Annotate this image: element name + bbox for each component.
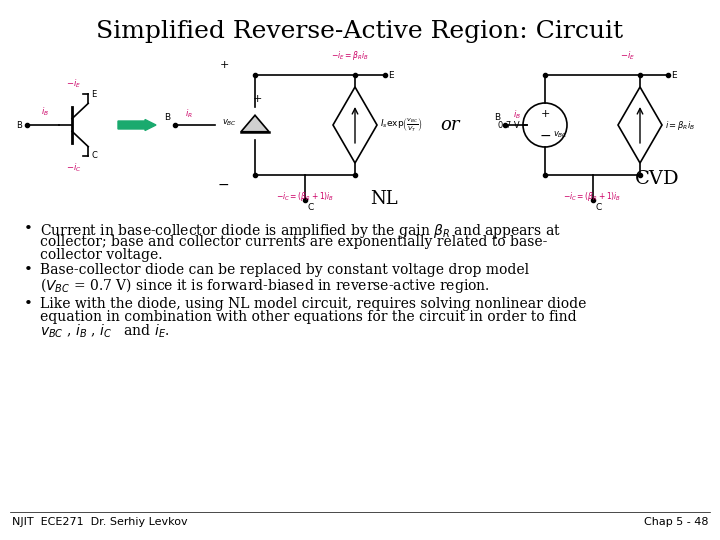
- Text: •: •: [24, 222, 32, 236]
- Text: $-i_E$: $-i_E$: [66, 77, 81, 90]
- Polygon shape: [241, 115, 269, 132]
- Text: C: C: [308, 203, 314, 212]
- Text: Current in base-collector diode is amplified by the gain $\beta_R$ and appears a: Current in base-collector diode is ampli…: [40, 222, 561, 240]
- Text: E: E: [91, 90, 96, 99]
- Text: •: •: [24, 297, 32, 311]
- Text: Base-collector diode can be replaced by constant voltage drop model: Base-collector diode can be replaced by …: [40, 263, 529, 277]
- Text: $v_{BC}$: $v_{BC}$: [222, 118, 237, 128]
- Text: $-i_C = (\beta_R+1)i_B$: $-i_C = (\beta_R+1)i_B$: [563, 190, 621, 203]
- Text: $i_R$: $i_R$: [185, 107, 193, 120]
- Text: $v_{BC}$: $v_{BC}$: [553, 130, 568, 140]
- Text: CVD: CVD: [635, 170, 680, 188]
- Text: collector voltage.: collector voltage.: [40, 248, 163, 262]
- Text: ($V_{BC}$ = 0.7 V) since it is forward-biased in reverse-active region.: ($V_{BC}$ = 0.7 V) since it is forward-b…: [40, 276, 490, 295]
- Text: B: B: [494, 113, 500, 122]
- Text: B: B: [164, 113, 170, 122]
- Text: NL: NL: [370, 190, 397, 208]
- Text: +: +: [252, 94, 261, 104]
- Text: C: C: [91, 151, 97, 160]
- Text: NJIT  ECE271  Dr. Serhiy Levkov: NJIT ECE271 Dr. Serhiy Levkov: [12, 517, 188, 527]
- Text: $-i_C$: $-i_C$: [66, 161, 81, 173]
- Text: $i_B$: $i_B$: [41, 105, 49, 118]
- Text: −: −: [218, 178, 230, 192]
- Text: $-i_E = \beta_R i_B$: $-i_E = \beta_R i_B$: [331, 49, 369, 62]
- Text: $i = \beta_R i_B$: $i = \beta_R i_B$: [665, 118, 696, 132]
- Text: B: B: [16, 120, 22, 130]
- Text: $I_s \exp\!\left(\frac{v_{BC}}{V_T}\right)$: $I_s \exp\!\left(\frac{v_{BC}}{V_T}\righ…: [380, 116, 423, 134]
- FancyArrow shape: [118, 119, 156, 131]
- Text: Simplified Reverse-Active Region: Circuit: Simplified Reverse-Active Region: Circui…: [96, 20, 624, 43]
- Text: collector; base and collector currents are exponentially related to base-: collector; base and collector currents a…: [40, 235, 547, 249]
- Text: Chap 5 - 48: Chap 5 - 48: [644, 517, 708, 527]
- Text: E: E: [388, 71, 394, 79]
- Text: +: +: [540, 109, 549, 119]
- Text: or: or: [440, 116, 460, 134]
- Text: $v_{BC}$ , $i_B$ , $i_C$   and $i_E$.: $v_{BC}$ , $i_B$ , $i_C$ and $i_E$.: [40, 323, 170, 340]
- Text: $i_B$: $i_B$: [513, 109, 521, 121]
- Text: $-i_C = (\beta_R+1)i_B$: $-i_C = (\beta_R+1)i_B$: [276, 190, 334, 203]
- Text: −: −: [539, 129, 551, 143]
- Text: $-i_E$: $-i_E$: [621, 50, 636, 62]
- Text: •: •: [24, 263, 32, 277]
- Text: 0.7 V: 0.7 V: [498, 120, 520, 130]
- Text: Like with the diode, using NL model circuit, requires solving nonlinear diode: Like with the diode, using NL model circ…: [40, 297, 586, 311]
- Text: C: C: [595, 203, 602, 212]
- Text: E: E: [671, 71, 677, 79]
- Text: +: +: [220, 60, 230, 70]
- Text: equation in combination with other equations for the circuit in order to find: equation in combination with other equat…: [40, 310, 577, 324]
